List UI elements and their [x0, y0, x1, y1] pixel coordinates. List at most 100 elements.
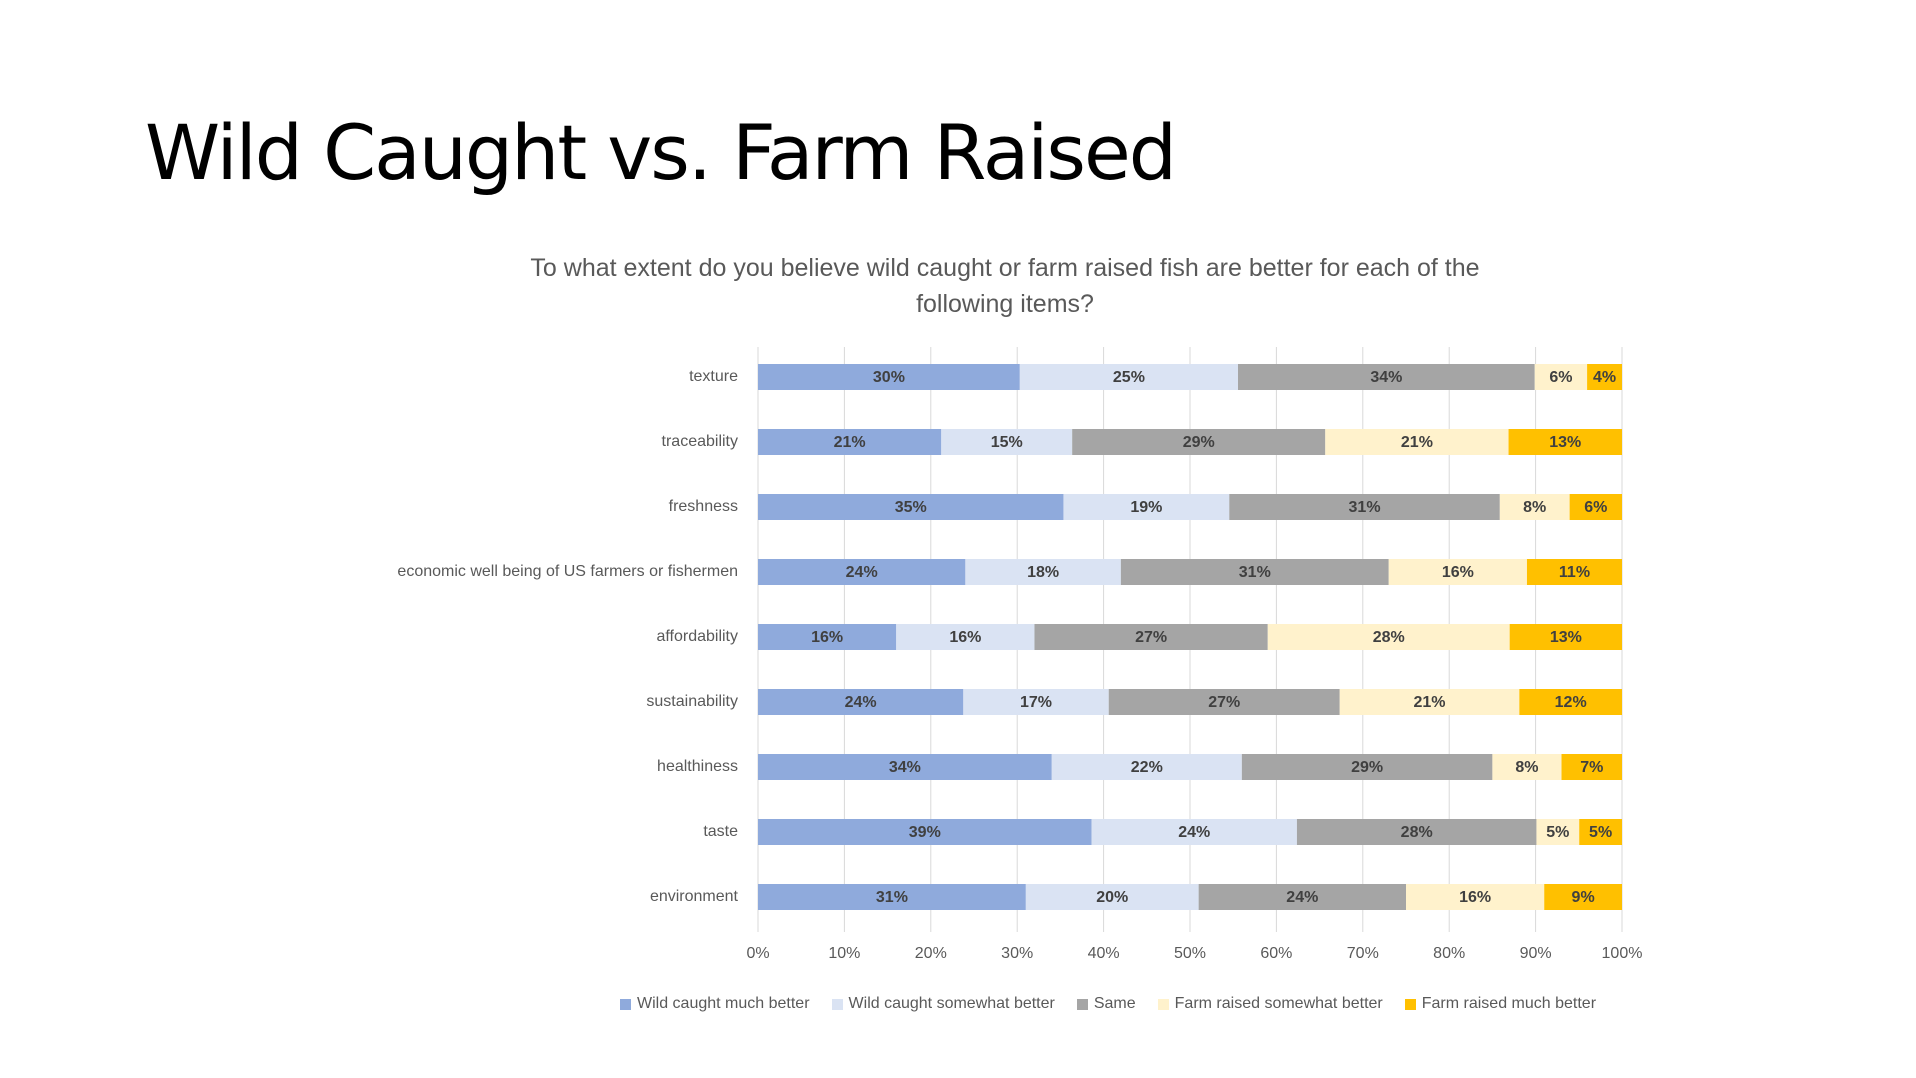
- bar-data-label: 34%: [1370, 369, 1402, 386]
- bar-data-label: 29%: [1183, 434, 1215, 451]
- category-label: taste: [703, 823, 738, 840]
- x-tick-label: 30%: [1001, 945, 1033, 962]
- bar-data-label: 39%: [909, 824, 941, 841]
- bar-segment: [1229, 494, 1500, 520]
- legend-label: Wild caught somewhat better: [848, 995, 1055, 1012]
- bar-segment: [1198, 884, 1406, 910]
- chart-title: To what extent do you believe wild caugh…: [530, 254, 1480, 318]
- bar-data-label: 35%: [895, 499, 927, 516]
- bar-data-label: 8%: [1523, 499, 1546, 516]
- category-label: traceability: [662, 433, 738, 450]
- x-tick-label: 70%: [1347, 945, 1379, 962]
- bar-segment: [1325, 429, 1509, 455]
- bar-data-label: 5%: [1546, 824, 1569, 841]
- bar-data-label: 24%: [1178, 824, 1210, 841]
- bar-segments: [758, 364, 1622, 910]
- legend-swatch: [1157, 998, 1169, 1010]
- category-label: freshness: [669, 498, 738, 515]
- category-label: healthiness: [657, 758, 738, 775]
- bar-data-label: 20%: [1096, 889, 1128, 906]
- legend-swatch: [831, 998, 843, 1010]
- x-tick-label: 50%: [1174, 945, 1206, 962]
- bar-data-label: 16%: [1459, 889, 1491, 906]
- bar-data-label: 22%: [1131, 759, 1163, 776]
- bar-data-label: 24%: [846, 564, 878, 581]
- bar-segment: [1509, 624, 1622, 650]
- bar-data-label: 16%: [811, 629, 843, 646]
- bar-data-label: 5%: [1589, 824, 1612, 841]
- x-tick-label: 90%: [1520, 945, 1552, 962]
- bar-segment: [1025, 884, 1199, 910]
- legend-label: Same: [1093, 995, 1136, 1012]
- bar-segment: [1534, 364, 1588, 390]
- bar-data-label: 31%: [1239, 564, 1271, 581]
- bar-segment: [758, 689, 964, 715]
- bar-segment: [1587, 364, 1622, 390]
- category-label: affordability: [656, 628, 738, 645]
- bar-segment: [1019, 364, 1238, 390]
- bar-segment: [1499, 494, 1570, 520]
- bar-segment: [1339, 689, 1520, 715]
- legend-item: Farm raised much better: [1404, 995, 1597, 1013]
- x-tick-label: 100%: [1602, 945, 1643, 962]
- bar-data-label: 16%: [1442, 564, 1474, 581]
- bar-data-label: 27%: [1135, 629, 1167, 646]
- x-axis-tick-labels: 0% 10% 20% 30% 40% 50% 60% 70% 80% 90% 100%: [746, 945, 1642, 962]
- bar-data-label: 16%: [949, 629, 981, 646]
- bar-segment: [1519, 689, 1622, 715]
- bar-data-label: 27%: [1208, 694, 1240, 711]
- bar-data-label: 19%: [1130, 499, 1162, 516]
- bar-segment: [1526, 559, 1622, 585]
- bar-segment: [963, 689, 1109, 715]
- legend-item: Farm raised somewhat better: [1157, 995, 1383, 1013]
- bar-data-label: 21%: [1401, 434, 1433, 451]
- bar-segment: [1561, 754, 1622, 780]
- bar-data-label: 28%: [1401, 824, 1433, 841]
- bar-segment: [758, 429, 942, 455]
- legend-swatch: [620, 998, 631, 1010]
- bar-data-label: 30%: [873, 369, 905, 386]
- x-tick-label: 0%: [746, 945, 769, 962]
- bar-segment: [1296, 819, 1537, 845]
- bar-segment: [758, 494, 1064, 520]
- legend-label: Farm raised much better: [1421, 995, 1597, 1012]
- chart-legend: Wild caught much better Wild caught somew…: [620, 995, 1596, 1013]
- bar-data-label: 34%: [889, 759, 921, 776]
- bar-data-label: 6%: [1549, 369, 1572, 386]
- legend-item: Wild caught much better: [620, 995, 810, 1013]
- category-label: texture: [689, 368, 738, 385]
- legend-label: Farm raised somewhat better: [1174, 995, 1383, 1012]
- bar-data-label: 24%: [1286, 889, 1318, 906]
- bar-data-label: 11%: [1559, 564, 1590, 581]
- bar-segment: [758, 559, 966, 585]
- category-label: sustainability: [646, 693, 738, 710]
- x-tick-label: 80%: [1433, 945, 1465, 962]
- x-tick-label: 60%: [1260, 945, 1292, 962]
- bar-segment: [1267, 624, 1510, 650]
- bar-data-label: 31%: [876, 889, 908, 906]
- bar-data-label: 13%: [1549, 434, 1581, 451]
- bar-segment: [1492, 754, 1562, 780]
- bar-data-label: 31%: [1349, 499, 1381, 516]
- bar-segment: [758, 624, 897, 650]
- bar-data-label: 8%: [1515, 759, 1538, 776]
- bar-data-label: 15%: [991, 434, 1023, 451]
- x-tick-label: 20%: [915, 945, 947, 962]
- bar-segment: [758, 884, 1026, 910]
- bar-segment: [758, 364, 1020, 390]
- bar-data-label: 6%: [1584, 499, 1607, 516]
- bar-segment: [1388, 559, 1527, 585]
- category-label: environment: [650, 888, 739, 905]
- bar-data-label: 4%: [1593, 369, 1616, 386]
- category-label: economic well being of US farmers or fis…: [397, 563, 738, 580]
- bar-data-label: 24%: [845, 694, 877, 711]
- bar-data-label: 21%: [1414, 694, 1446, 711]
- bar-data-label: 21%: [834, 434, 866, 451]
- bar-segment: [941, 429, 1073, 455]
- bar-segment: [1051, 754, 1242, 780]
- bar-segment: [1120, 559, 1389, 585]
- bar-segment: [1536, 819, 1580, 845]
- legend-swatch: [1404, 998, 1416, 1010]
- bar-data-label: 17%: [1020, 694, 1052, 711]
